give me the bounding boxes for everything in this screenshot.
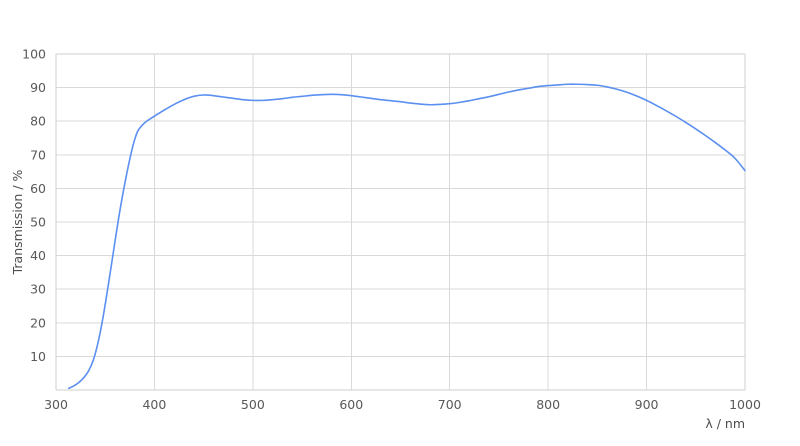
y-axis-title: Transmission / % [10,169,25,275]
x-axis-title: λ / nm [705,416,745,431]
y-tick-label: 70 [30,147,46,162]
data-series-group [68,83,746,390]
y-tick-label: 80 [30,114,46,129]
plot-frame [55,53,746,391]
y-tick-label: 50 [30,215,46,230]
y-gridlines [56,53,745,357]
y-tick-label: 10 [30,349,46,364]
x-tick-label: 400 [142,397,166,412]
x-tick-label: 900 [635,397,659,412]
y-tick-label: 60 [30,181,46,196]
y-tick-label: 20 [30,315,46,330]
x-tick-label: 600 [339,397,363,412]
x-tick-label: 800 [536,397,560,412]
x-axis-tick-labels: 300 400 500 600 700 800 900 1000 [44,397,761,412]
x-tick-label: 500 [241,397,265,412]
x-tick-label: 700 [438,397,462,412]
x-tick-label: 1000 [729,397,761,412]
x-tick-label: 300 [44,397,68,412]
y-tick-label: 100 [22,47,46,62]
y-axis-tick-labels: 10 20 30 40 50 60 70 80 90 100 [22,47,46,364]
y-tick-label: 40 [30,248,46,263]
transmission-curve [68,83,746,390]
y-tick-label: 90 [30,80,46,95]
y-tick-label: 30 [30,282,46,297]
